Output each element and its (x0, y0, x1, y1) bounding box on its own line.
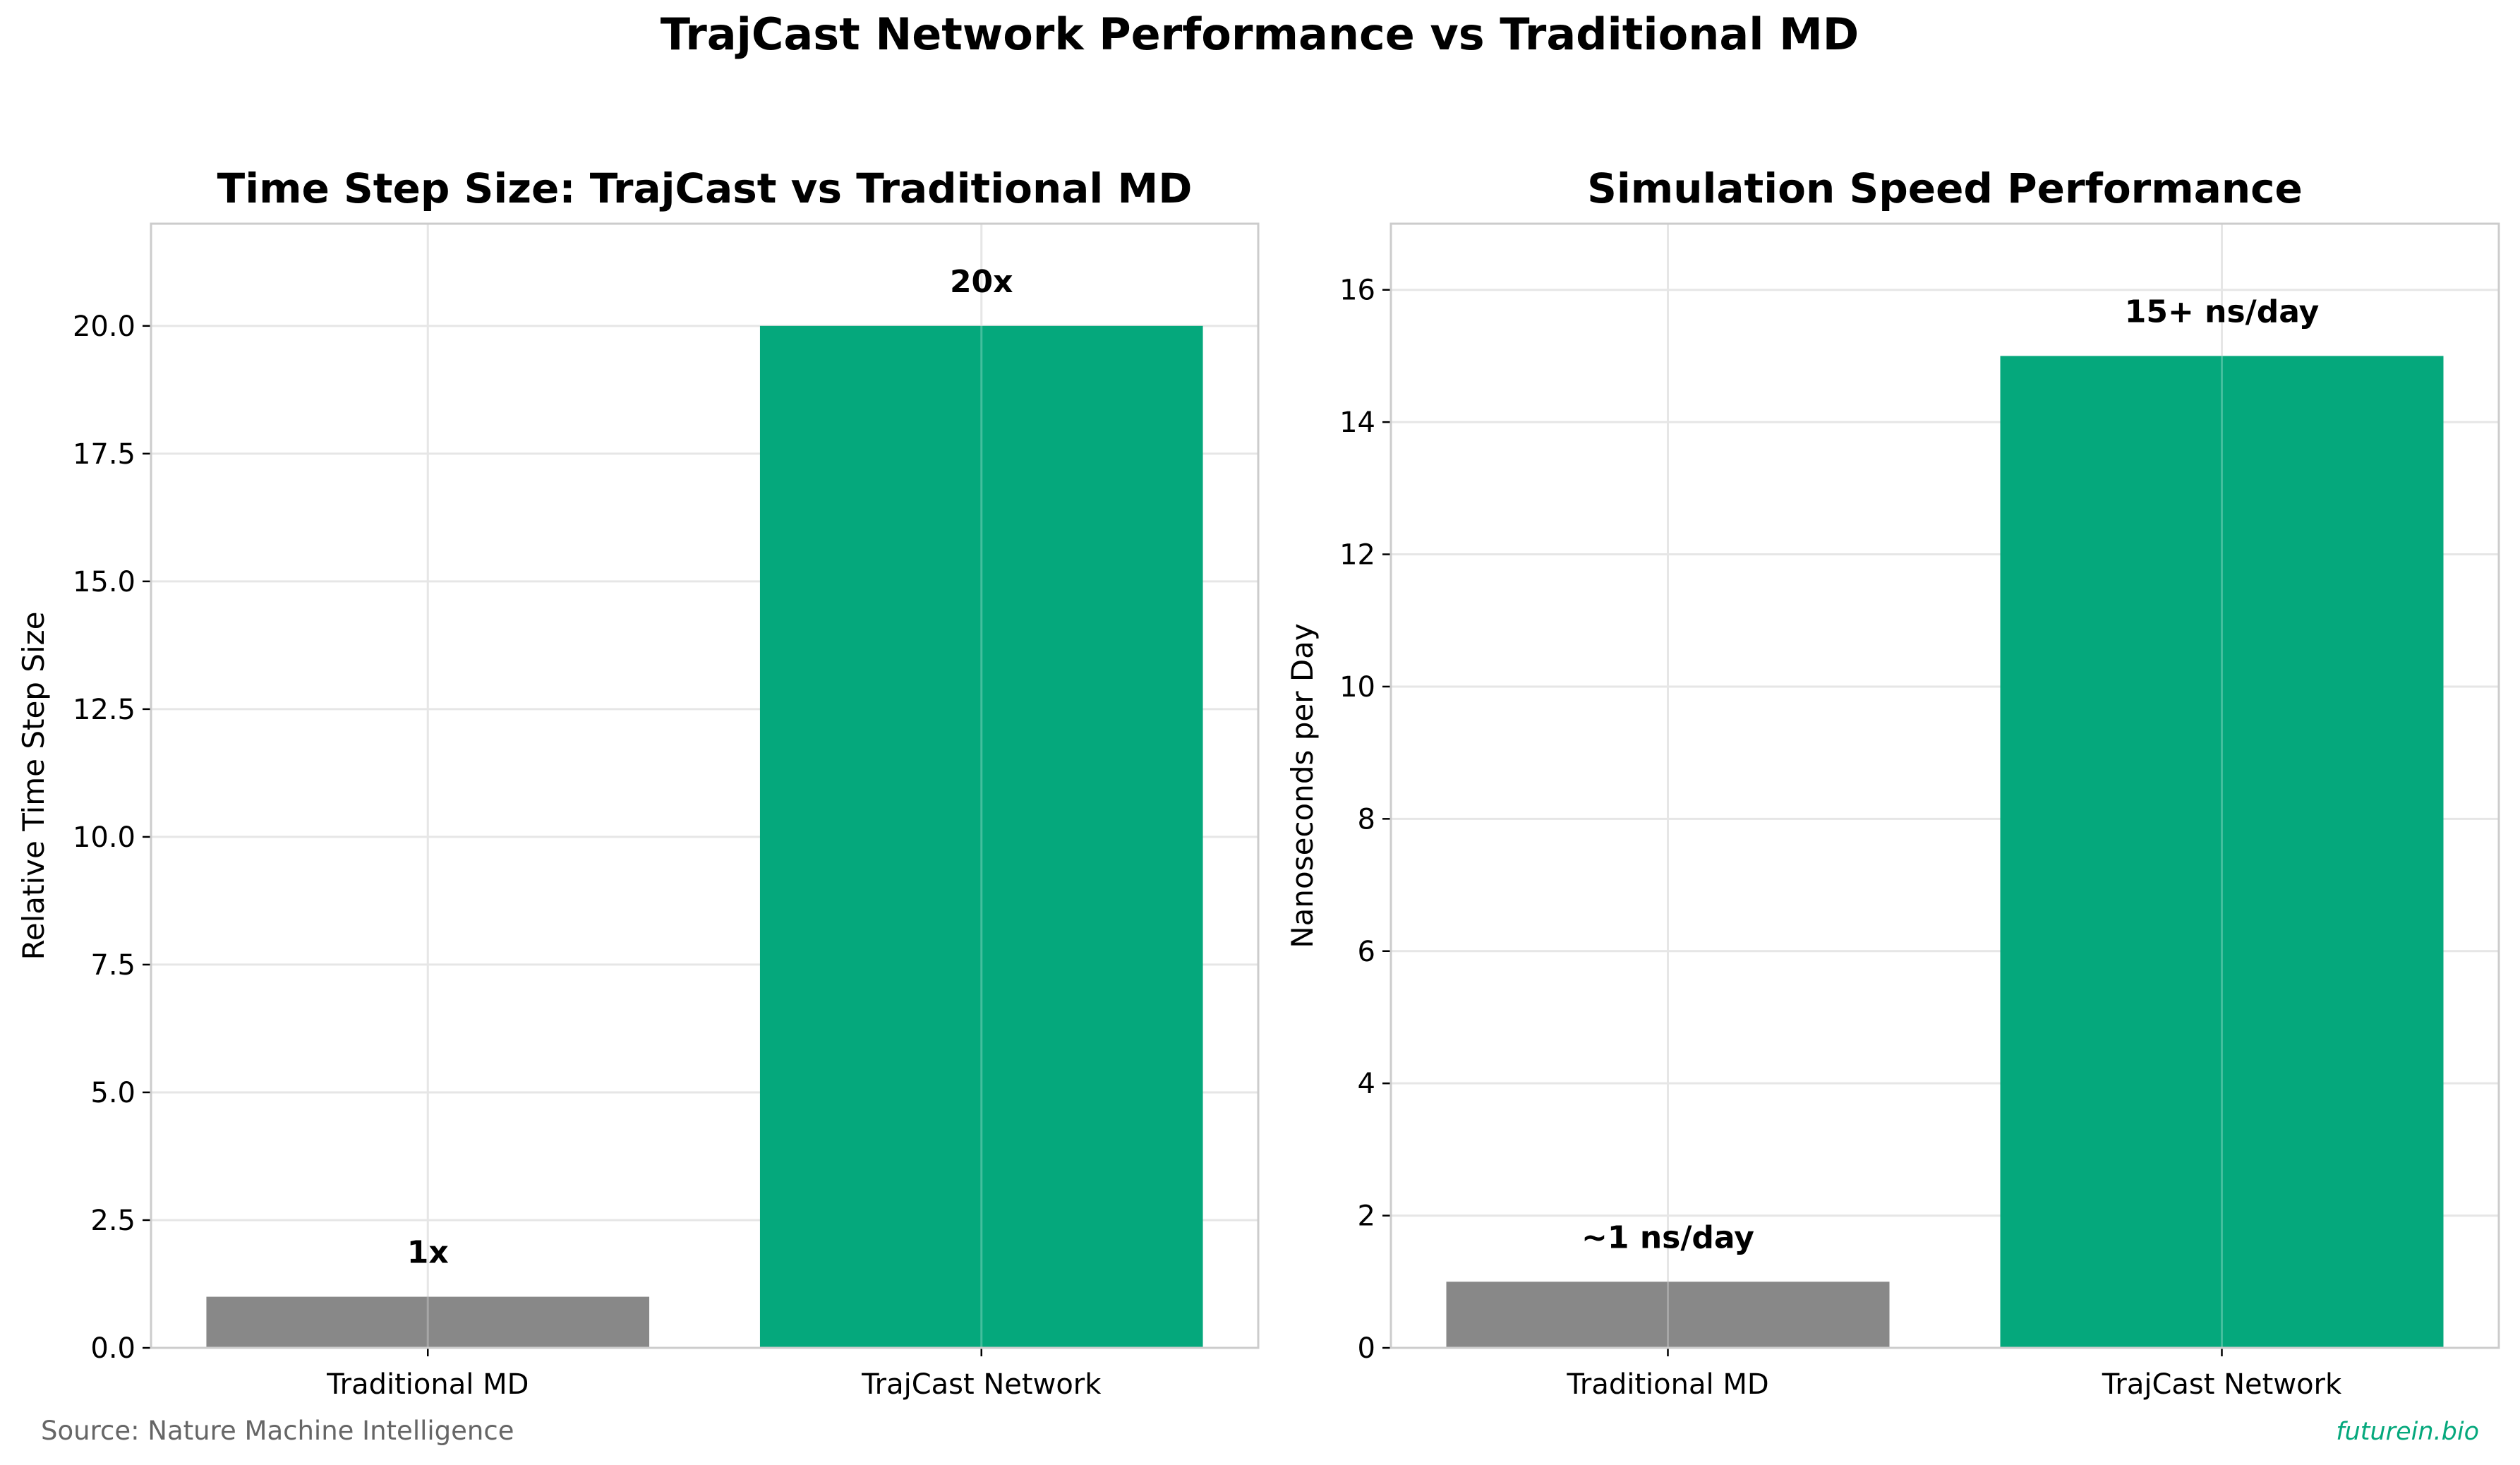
figure-title: TrajCast Network Performance vs Traditio… (661, 8, 1859, 60)
y-tick-label: 6 (1358, 936, 1375, 968)
axes-frame (1389, 222, 2500, 1349)
panel-simulation-speed: Simulation Speed Performance 0 2 4 6 8 10 12 14 1… (1285, 164, 2500, 1401)
y-tick-label: 0 (1358, 1332, 1375, 1365)
x-tick-label: TrajCast Network (861, 1368, 1102, 1401)
bar-traditional-md (1446, 1282, 1890, 1348)
y-tick-label: 10.0 (73, 821, 135, 854)
bar-trajcast-network (2000, 356, 2444, 1349)
y-tick-label: 20.0 (73, 311, 135, 343)
y-tick-label: 15.0 (73, 566, 135, 598)
axes-frame (150, 222, 1260, 1349)
y-axis-label: Nanoseconds per Day (1285, 623, 1320, 948)
y-tick-label: 14 (1339, 406, 1375, 439)
panel-time-step: Time Step Size: TrajCast vs Traditional … (16, 164, 1260, 1401)
source-note: Source: Nature Machine Intelligence (41, 1416, 514, 1446)
bar-trajcast-network (759, 325, 1203, 1349)
y-tick-label: 5.0 (90, 1077, 135, 1109)
y-tick-label: 7.5 (90, 949, 135, 982)
y-tick-label: 2.5 (90, 1205, 135, 1237)
y-tick-label: 0.0 (90, 1332, 135, 1365)
y-tick-label: 10 (1339, 671, 1375, 704)
bar-value-label: 1x (407, 1235, 449, 1271)
y-tick-label: 16 (1339, 275, 1375, 307)
bar-traditional-md (206, 1296, 650, 1348)
bar-value-label: 20x (950, 264, 1013, 300)
brand-label: futurein.bio (2336, 1418, 2479, 1446)
panel-title: Simulation Speed Performance (1587, 164, 2303, 212)
y-axis-label: Relative Time Step Size (16, 611, 51, 960)
x-tick-label: Traditional MD (326, 1368, 529, 1401)
y-tick-label: 2 (1358, 1200, 1375, 1233)
y-tick-label: 4 (1358, 1068, 1375, 1100)
y-tick-label: 12.5 (73, 694, 135, 726)
bar-value-label: ~1 ns/day (1581, 1219, 1754, 1255)
bar-value-label: 15+ ns/day (2125, 294, 2320, 330)
panel-title: Time Step Size: TrajCast vs Traditional … (217, 164, 1193, 212)
y-tick-label: 12 (1339, 539, 1375, 572)
x-tick-label: TrajCast Network (2102, 1368, 2342, 1401)
y-tick-label: 17.5 (73, 438, 135, 471)
x-tick-label: Traditional MD (1566, 1368, 1768, 1401)
y-tick-label: 8 (1358, 803, 1375, 836)
